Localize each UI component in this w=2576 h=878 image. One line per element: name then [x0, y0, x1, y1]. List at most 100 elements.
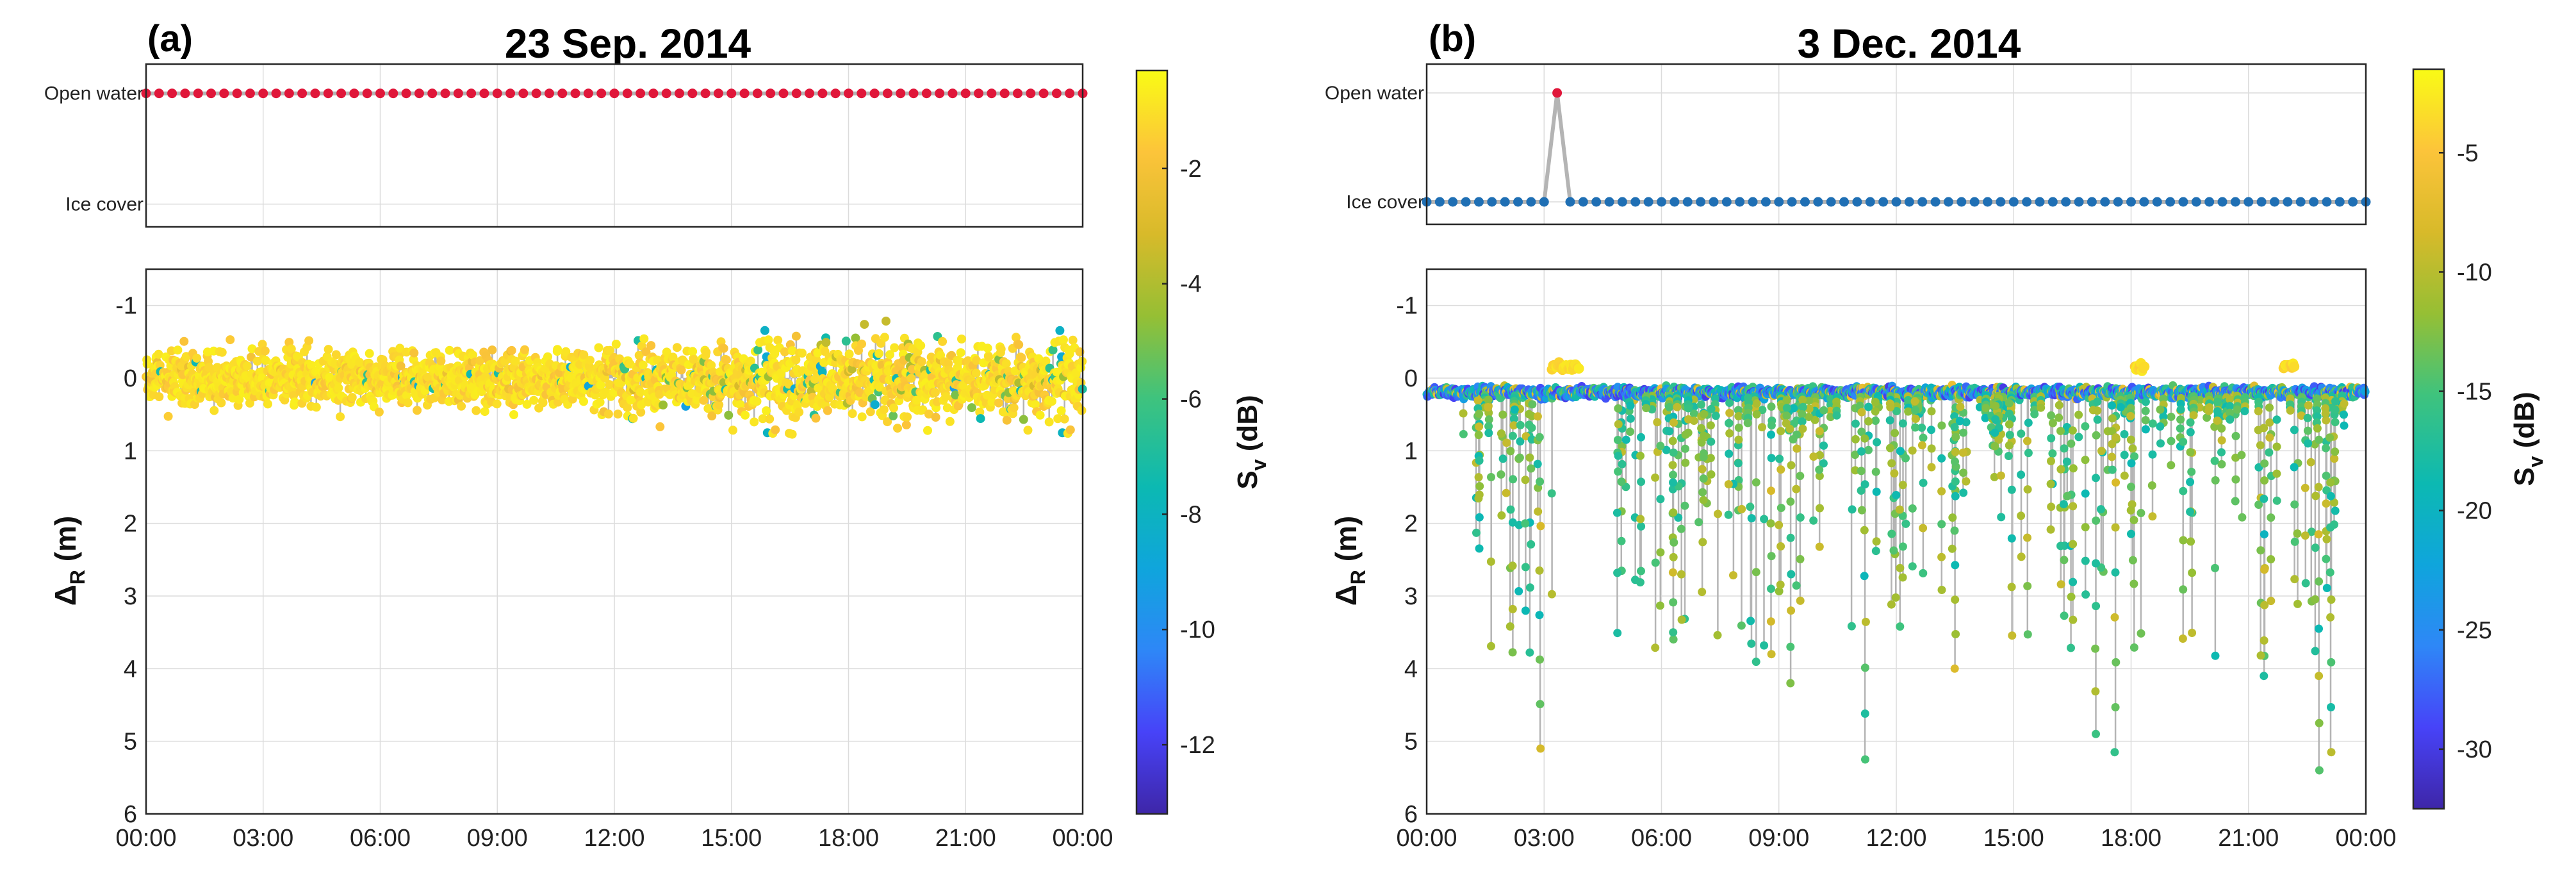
state-point: [1434, 197, 1445, 207]
y-tick-label: 6: [124, 801, 137, 828]
scatter-point: [841, 336, 851, 346]
scatter-point: [1012, 333, 1021, 342]
scatter-point: [688, 347, 698, 356]
scatter-point: [538, 398, 548, 408]
state-point: [1643, 197, 1653, 207]
scatter-point: [457, 401, 466, 411]
state-point: [2126, 197, 2136, 207]
state-point: [2100, 197, 2110, 207]
state-point: [2178, 197, 2188, 207]
scatter-point: [699, 395, 709, 405]
y-axis-label: ΔR (m): [49, 516, 89, 606]
scatter-point: [893, 424, 902, 433]
state-point: [2047, 197, 2058, 207]
state-point: [1539, 197, 1549, 207]
state-point: [1038, 88, 1049, 99]
scatter-point: [728, 426, 737, 435]
state-point: [675, 88, 685, 99]
state-point: [1735, 197, 1745, 207]
scatter-point: [885, 350, 894, 360]
state-point: [1448, 197, 1458, 207]
state-point: [1604, 197, 1614, 207]
scatter-point: [787, 429, 797, 439]
y-tick-label: 2: [124, 511, 137, 538]
scatter-point: [334, 383, 343, 393]
scatter-point: [752, 397, 762, 406]
scatter-point: [355, 358, 365, 367]
state-point: [2074, 197, 2084, 207]
scatter-point: [395, 344, 405, 353]
state-point: [2322, 197, 2332, 207]
scatter-point: [773, 335, 783, 345]
state-point: [778, 88, 789, 99]
scatter-point: [794, 408, 804, 417]
state-point: [2334, 197, 2345, 207]
scatter-point: [882, 317, 890, 326]
scatter-point: [707, 360, 716, 370]
scatter-point: [879, 405, 889, 415]
state-tick-label: Ice cover: [65, 194, 144, 215]
scatter-point: [791, 355, 801, 365]
y-tick-label: -1: [115, 293, 137, 320]
state-point: [1565, 197, 1575, 207]
scatter-point: [492, 399, 502, 409]
state-point: [284, 88, 294, 99]
state-point: [2204, 197, 2215, 207]
scatter-point: [951, 390, 960, 400]
scatter-point: [1014, 340, 1024, 349]
scatter-point: [916, 341, 926, 351]
x-tick-label: 00:00: [1396, 825, 1457, 852]
state-point: [1826, 197, 1836, 207]
state-tick-label: Open water: [44, 83, 144, 104]
state-point: [583, 88, 593, 99]
state-point: [245, 88, 255, 99]
state-point: [1904, 197, 1914, 207]
scatter-point: [714, 400, 724, 410]
colorbar: -2 -4 -6 -8 -10 -12 Sv (dB): [1135, 69, 1270, 815]
scatter-point: [741, 410, 750, 420]
state-point: [726, 88, 737, 99]
state-point: [2191, 197, 2201, 207]
state-point: [193, 88, 203, 99]
state-point: [1617, 197, 1627, 207]
state-point: [1500, 197, 1510, 207]
state-point: [2152, 197, 2162, 207]
scatter-point: [374, 407, 384, 417]
scatter-point: [192, 353, 202, 363]
scatter-point: [1055, 326, 1065, 335]
y-tick-label: 3: [1404, 583, 1418, 610]
scatter-point: [866, 407, 875, 417]
scatter-point: [636, 408, 646, 417]
scatter-point: [956, 348, 965, 358]
state-point: [206, 88, 217, 99]
scatter-point: [780, 347, 789, 356]
scatter-point: [851, 333, 860, 343]
y-tick-label: 5: [1404, 729, 1418, 756]
scatter-point: [438, 395, 447, 404]
x-tick-label: 00:00: [2335, 825, 2396, 852]
x-tick-label: 21:00: [935, 825, 996, 852]
scatter-point: [689, 354, 698, 364]
scatter-point: [641, 347, 651, 356]
state-point: [805, 88, 815, 99]
scatter-point: [579, 350, 589, 360]
scatter-point: [1060, 414, 1069, 424]
scatter-point: [596, 380, 605, 390]
state-point: [2165, 197, 2176, 207]
state-point: [440, 88, 450, 99]
scatter-point: [242, 361, 252, 370]
colorbar-tick-label: -2: [1180, 156, 1202, 183]
scatter-point: [1044, 417, 1054, 427]
scatter-point: [874, 383, 884, 392]
scatter-point: [445, 345, 454, 355]
state-point: [1748, 197, 1758, 207]
state-point: [388, 88, 398, 99]
scatter-point: [1047, 397, 1056, 406]
y-tick-label: 6: [1404, 801, 1418, 828]
state-point: [1051, 88, 1062, 99]
scatter-point: [347, 393, 357, 402]
state-point: [349, 88, 359, 99]
state-point: [2022, 197, 2032, 207]
scatter-point: [889, 403, 898, 413]
scatter-point: [529, 395, 539, 405]
